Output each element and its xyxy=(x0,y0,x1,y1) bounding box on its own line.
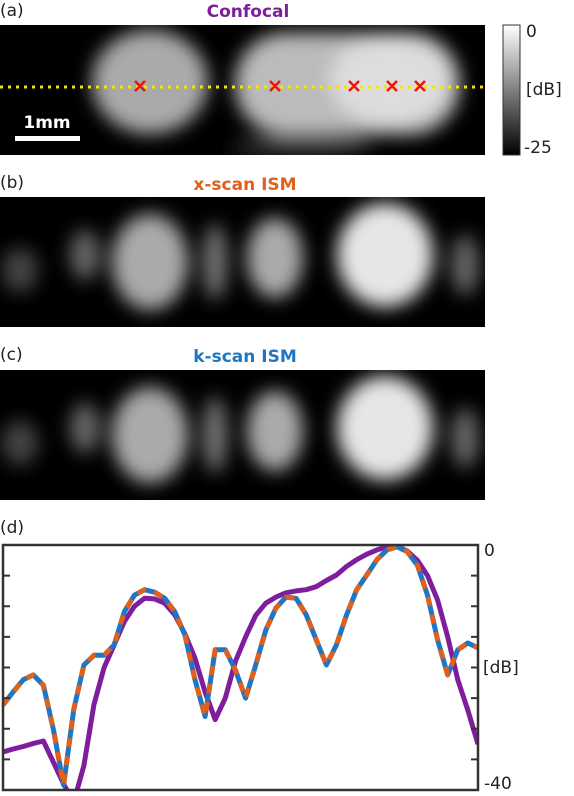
y-tick-label: 0 xyxy=(484,541,495,561)
blobs-c xyxy=(2,376,479,483)
y-tick-label: -40 xyxy=(484,774,512,794)
y-axis-label: [dB] xyxy=(483,658,519,678)
panel-label: (d) xyxy=(0,518,24,538)
plot-frame xyxy=(1,543,480,792)
panel-label: (c) xyxy=(0,345,23,365)
markers xyxy=(134,80,426,92)
series-line xyxy=(3,545,478,788)
plot xyxy=(3,545,478,790)
panel-label: (a) xyxy=(0,1,24,21)
series-line xyxy=(3,545,478,788)
colorbar xyxy=(502,24,521,156)
series-line xyxy=(3,545,478,790)
panel-label: (b) xyxy=(0,173,24,193)
colorbar-tick: -25 xyxy=(524,138,552,158)
scale-bar xyxy=(15,136,80,141)
colorbar-label: [dB] xyxy=(526,80,562,100)
colorbar-tick: 0 xyxy=(526,22,537,42)
blobs-b xyxy=(2,203,479,310)
panel-title: k-scan ISM xyxy=(193,347,297,367)
panel-title: x-scan ISM xyxy=(193,175,296,195)
scale-bar-label: 1mm xyxy=(23,113,70,133)
panel-title: Confocal xyxy=(207,2,290,22)
blobs-a xyxy=(92,30,460,155)
